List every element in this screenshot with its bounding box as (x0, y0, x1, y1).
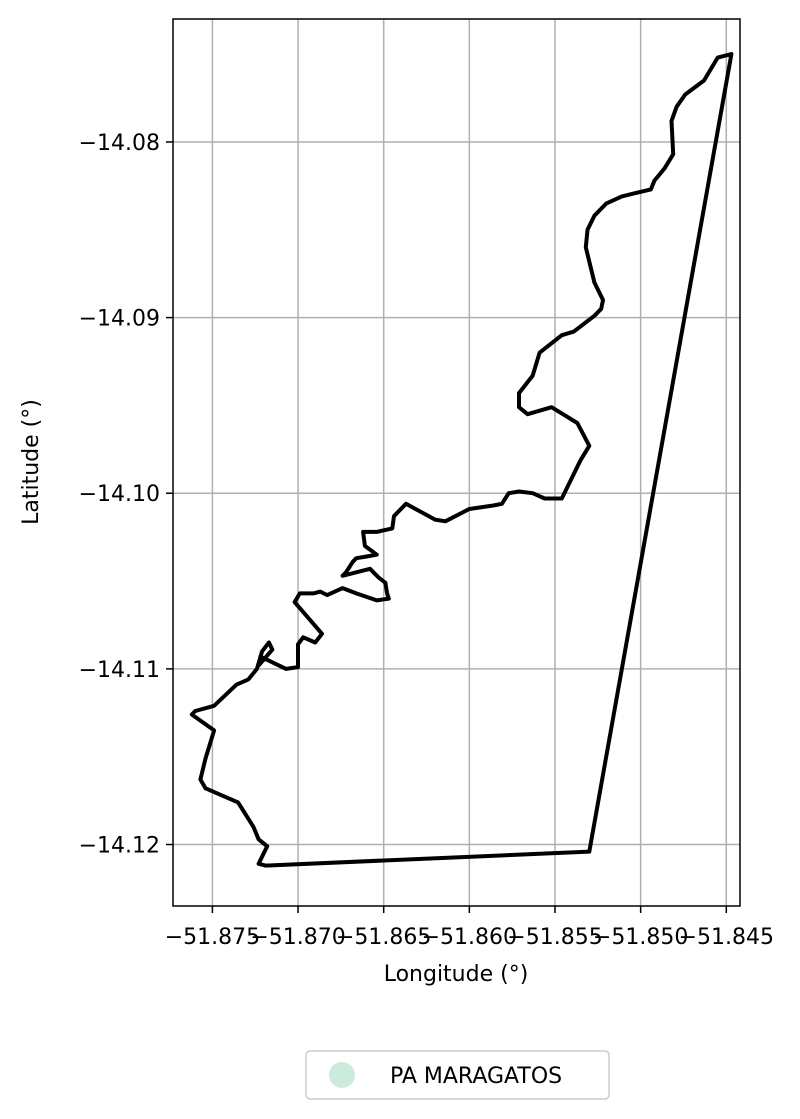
x-axis-label: Longitude (°) (384, 962, 529, 987)
legend-entry-label: PA MARAGATOS (390, 1064, 562, 1089)
y-axis-label: Latitude (°) (19, 399, 44, 525)
y-axis-ticks: −14.08 −14.09 −14.10 −14.11 −14.12 (79, 131, 173, 859)
x-tick-label: −51.855 (507, 925, 602, 950)
boundary-line (189, 52, 734, 868)
y-tick-label: −14.10 (79, 482, 160, 507)
x-tick-label: −51.850 (593, 925, 688, 950)
legend-box (305, 1050, 610, 1100)
map-boundary (189, 52, 734, 868)
x-tick-label: −51.865 (336, 925, 431, 950)
legend: PA MARAGATOS (305, 1050, 610, 1100)
y-tick-label: −14.08 (79, 131, 160, 156)
x-tick-label: −51.860 (422, 925, 517, 950)
legend-marker (329, 1062, 355, 1088)
plot-frame (172, 18, 741, 907)
y-tick-label: −14.09 (79, 307, 160, 332)
y-tick-label: −14.11 (79, 658, 160, 683)
x-tick-label: −51.875 (165, 925, 260, 950)
x-tick-label: −51.870 (250, 925, 345, 950)
plot-background (173, 19, 740, 906)
y-tick-label: −14.12 (79, 834, 160, 859)
x-tick-label: −51.845 (679, 925, 774, 950)
x-axis-ticks: −51.875−51.870−51.865−51.860−51.855−51.8… (165, 906, 774, 950)
